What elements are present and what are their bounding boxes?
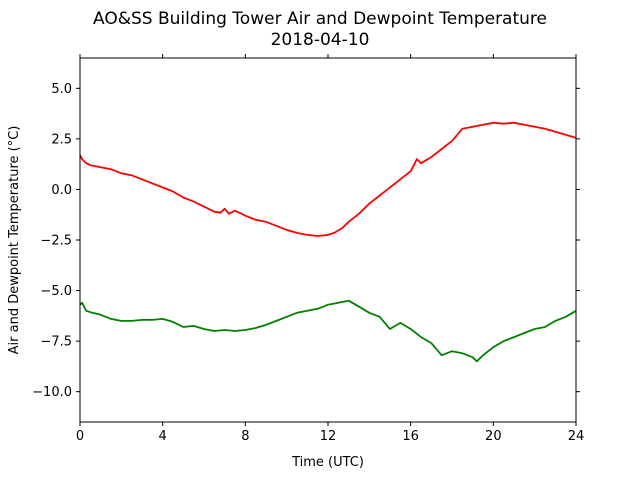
x-tick-label: 0 xyxy=(76,429,84,444)
y-tick-label: 0.0 xyxy=(51,183,72,198)
series-line-air-temperature xyxy=(79,121,577,237)
x-tick-label: 24 xyxy=(568,429,585,444)
y-tick-label: −2.5 xyxy=(40,234,72,249)
y-tick-label: −10.0 xyxy=(32,385,72,400)
x-axis-label: Time (UTC) xyxy=(291,455,364,470)
x-tick-label: 4 xyxy=(159,429,167,444)
y-tick-label: 2.5 xyxy=(51,132,72,147)
x-tick-label: 12 xyxy=(320,429,337,444)
plot-frame xyxy=(79,57,577,423)
y-tick-label: −7.5 xyxy=(40,335,72,350)
y-tick-label: 5.0 xyxy=(51,82,72,97)
ticks-layer: 0 4 8 12 16 20 24 −10.0 −7.5 −5.0 −2.5 0.0 2.5 5.0 xyxy=(32,54,584,444)
chart-title: AO&SS Building Tower Air and Dewpoint Te… xyxy=(93,9,547,29)
series-line-dewpoint-temperature xyxy=(79,299,577,363)
x-tick-label: 20 xyxy=(485,429,502,444)
series-layer xyxy=(79,121,577,363)
chart-subtitle: 2018-04-10 xyxy=(271,30,370,50)
y-tick-label: −5.0 xyxy=(40,284,72,299)
y-axis-label: Air and Dewpoint Temperature (°C) xyxy=(7,126,22,355)
x-tick-label: 8 xyxy=(241,429,249,444)
x-tick-label: 16 xyxy=(402,429,419,444)
